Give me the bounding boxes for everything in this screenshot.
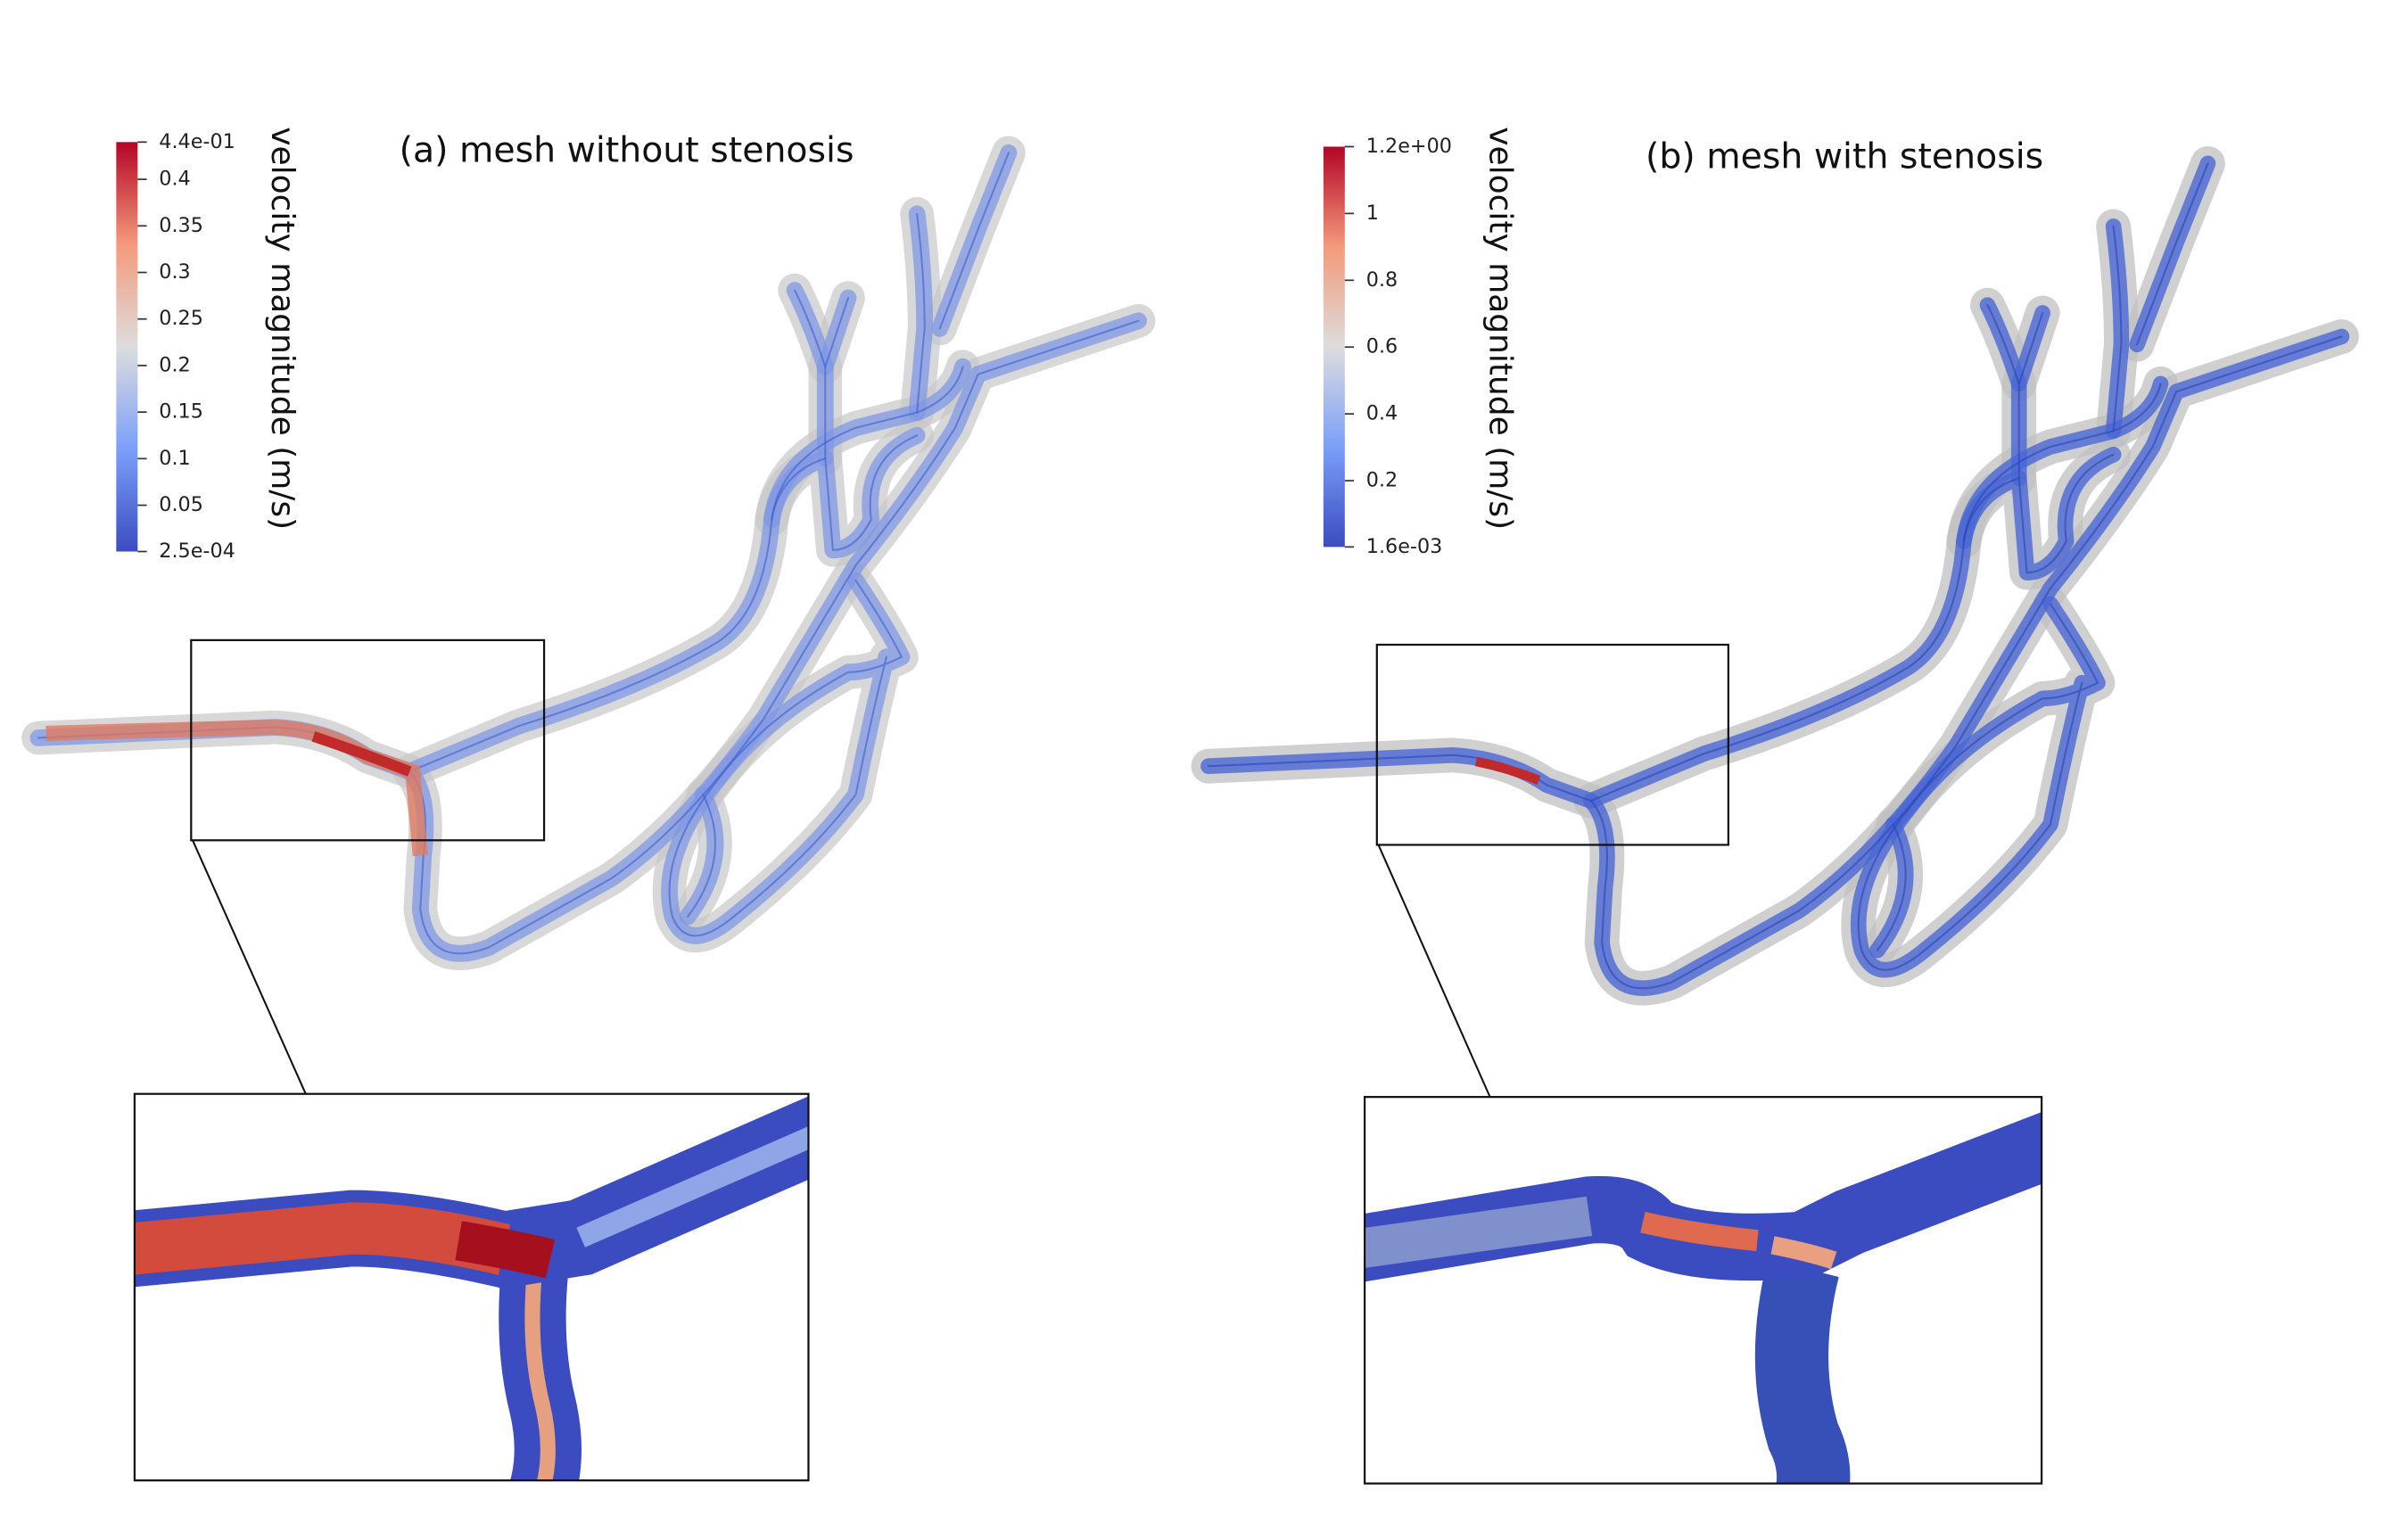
- colorbar: [1323, 146, 1345, 548]
- colorbar-tick-label: 0.8: [1366, 268, 1398, 292]
- vessel-mesh-b: [1208, 163, 2342, 988]
- zoom-line: [1377, 844, 1491, 1098]
- zoom-line: [192, 839, 307, 1095]
- vessel-mesh-a: [38, 152, 1139, 953]
- inset-a: [133, 1092, 810, 1482]
- colorbar-tick-label: 0.3: [159, 260, 190, 284]
- zoom-box: [1375, 643, 1729, 846]
- colorbar-label: velocity magnitude (m/s): [1482, 127, 1519, 530]
- colorbar-tick-label: 1: [1366, 202, 1379, 225]
- colorbar-tick-label: 0.15: [159, 400, 203, 424]
- colorbar-label: velocity magnitude (m/s): [264, 127, 301, 530]
- colorbar-tick-label: 2.5e-04: [159, 539, 235, 563]
- colorbar-tick-label: 0.1: [159, 447, 190, 470]
- colorbar-tick-label: 1.6e-03: [1366, 535, 1442, 558]
- colorbar-tick-label: 0.4: [1366, 402, 1398, 425]
- colorbar-tick-label: 0.05: [159, 493, 203, 516]
- panel-title: (a) mesh without stenosis: [400, 130, 854, 171]
- colorbar-tick-label: 1.2e+00: [1366, 135, 1452, 158]
- colorbar-tick-label: 0.4: [159, 168, 190, 191]
- zoom-box: [190, 638, 546, 842]
- colorbar-tick-label: 0.6: [1366, 335, 1398, 358]
- colorbar-tick-label: 0.2: [1366, 469, 1398, 492]
- inset-b: [1363, 1096, 2043, 1485]
- colorbar-tick-label: 4.4e-01: [159, 130, 235, 153]
- colorbar: [116, 142, 138, 552]
- colorbar-tick-label: 0.25: [159, 307, 203, 330]
- panel-title: (b) mesh with stenosis: [1646, 136, 2043, 177]
- colorbar-tick-label: 0.2: [159, 353, 190, 376]
- colorbar-tick-label: 0.35: [159, 214, 203, 237]
